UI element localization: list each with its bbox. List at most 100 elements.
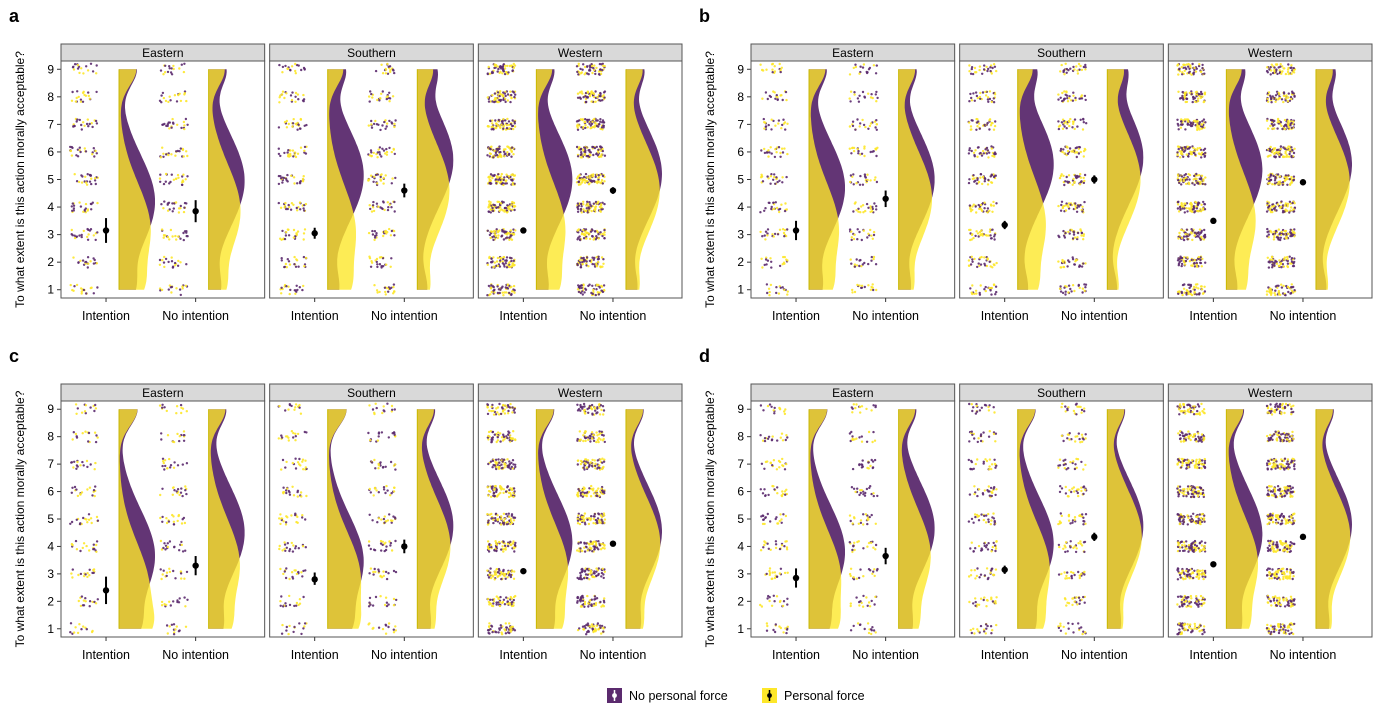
- raw-point-personal-force: [84, 202, 88, 206]
- raw-point-no-personal-force: [599, 92, 602, 96]
- raw-point-no-personal-force: [1201, 120, 1204, 123]
- raw-point-personal-force: [168, 457, 171, 461]
- raw-point-no-personal-force: [1192, 73, 1195, 76]
- raw-point-no-personal-force: [1192, 151, 1196, 155]
- raw-point-personal-force: [381, 540, 384, 543]
- raw-point-no-personal-force: [181, 175, 184, 178]
- mean-no-personal-force: [882, 176, 889, 183]
- raw-point-personal-force: [1061, 127, 1065, 130]
- raw-point-personal-force: [184, 485, 187, 488]
- raw-point-no-personal-force: [186, 123, 189, 127]
- raw-point-personal-force: [875, 288, 878, 292]
- raw-point-no-personal-force: [970, 119, 973, 122]
- raw-point-no-personal-force: [496, 291, 500, 295]
- raw-point-no-personal-force: [487, 100, 491, 103]
- raw-point-personal-force: [577, 228, 580, 231]
- raw-point-personal-force: [393, 122, 396, 126]
- raw-point-no-personal-force: [580, 151, 583, 154]
- raw-point-no-personal-force: [1268, 261, 1272, 264]
- mean-no-personal-force: [311, 172, 318, 179]
- raw-point-no-personal-force: [579, 148, 582, 151]
- raw-point-personal-force: [1073, 289, 1076, 293]
- raw-point-no-personal-force: [159, 568, 162, 571]
- raw-point-no-personal-force: [379, 128, 382, 132]
- raw-point-personal-force: [383, 230, 387, 234]
- raw-point-personal-force: [981, 149, 985, 153]
- density-personal-force: [208, 69, 241, 290]
- y-tick-label: 6: [737, 145, 744, 159]
- raw-point-personal-force: [284, 435, 288, 438]
- raw-point-personal-force: [596, 202, 599, 205]
- raw-point-personal-force: [1185, 207, 1188, 210]
- raw-point-personal-force: [85, 459, 89, 463]
- raw-point-no-personal-force: [502, 69, 505, 73]
- raw-point-no-personal-force: [76, 118, 79, 121]
- raw-point-no-personal-force: [509, 100, 512, 104]
- raw-point-personal-force: [1287, 72, 1291, 76]
- raw-point-personal-force: [782, 231, 786, 235]
- raw-point-no-personal-force: [775, 291, 778, 295]
- raw-point-no-personal-force: [992, 97, 995, 100]
- raw-point-no-personal-force: [81, 100, 85, 104]
- raw-point-personal-force: [486, 96, 489, 99]
- raw-point-personal-force: [585, 237, 588, 240]
- raw-point-personal-force: [88, 574, 91, 577]
- raw-point-personal-force: [858, 72, 861, 75]
- raw-point-personal-force: [1063, 122, 1066, 125]
- raw-point-personal-force: [780, 127, 783, 130]
- raw-point-no-personal-force: [599, 99, 602, 102]
- raw-point-personal-force: [1063, 152, 1066, 155]
- raw-point-personal-force: [179, 261, 182, 264]
- raw-point-no-personal-force: [594, 72, 597, 76]
- raw-point-no-personal-force: [506, 93, 510, 96]
- raw-point-personal-force: [168, 625, 171, 628]
- raw-point-personal-force: [178, 493, 181, 497]
- raw-point-no-personal-force: [856, 97, 860, 100]
- raw-point-personal-force: [1292, 71, 1296, 74]
- raw-point-personal-force: [299, 146, 303, 149]
- raw-point-personal-force: [1195, 177, 1198, 181]
- raw-point-personal-force: [1182, 229, 1185, 232]
- raw-point-no-personal-force: [281, 458, 285, 462]
- raw-point-no-personal-force: [1269, 73, 1272, 76]
- raw-point-personal-force: [162, 152, 165, 155]
- raw-point-no-personal-force: [394, 468, 397, 471]
- raw-point-no-personal-force: [1270, 101, 1273, 104]
- raw-point-personal-force: [85, 518, 88, 521]
- raw-point-personal-force: [82, 625, 85, 628]
- raw-point-no-personal-force: [393, 234, 396, 237]
- raw-point-no-personal-force: [70, 233, 73, 236]
- raw-point-no-personal-force: [169, 464, 173, 467]
- raw-point-personal-force: [783, 288, 786, 292]
- raw-point-personal-force: [296, 495, 299, 498]
- y-tick-label: 6: [47, 145, 54, 159]
- raw-point-no-personal-force: [394, 176, 397, 180]
- raw-point-personal-force: [1071, 150, 1075, 153]
- raw-point-no-personal-force: [492, 156, 495, 159]
- raw-point-no-personal-force: [93, 547, 96, 551]
- raw-point-personal-force: [512, 153, 515, 156]
- raw-point-personal-force: [87, 94, 91, 98]
- raw-point-no-personal-force: [503, 231, 506, 234]
- raw-point-personal-force: [1273, 204, 1276, 207]
- raw-point-no-personal-force: [89, 463, 92, 466]
- raw-point-personal-force: [390, 150, 393, 154]
- raw-point-no-personal-force: [369, 149, 373, 152]
- raw-point-personal-force: [985, 234, 989, 237]
- raw-point-personal-force: [373, 284, 376, 287]
- raw-point-no-personal-force: [1182, 155, 1185, 158]
- raw-point-personal-force: [499, 202, 503, 205]
- raw-point-personal-force: [969, 207, 972, 211]
- raw-point-no-personal-force: [182, 231, 185, 235]
- raw-point-no-personal-force: [858, 264, 861, 268]
- raw-point-personal-force: [381, 627, 385, 631]
- raw-point-personal-force: [769, 146, 772, 149]
- raw-point-personal-force: [975, 292, 978, 295]
- raw-point-no-personal-force: [576, 210, 580, 213]
- x-tick-label: No intention: [162, 309, 229, 323]
- raw-point-personal-force: [303, 625, 306, 628]
- raw-point-personal-force: [1185, 63, 1189, 66]
- raw-point-no-personal-force: [773, 173, 776, 176]
- raw-point-no-personal-force: [589, 124, 592, 127]
- raw-point-personal-force: [371, 206, 375, 209]
